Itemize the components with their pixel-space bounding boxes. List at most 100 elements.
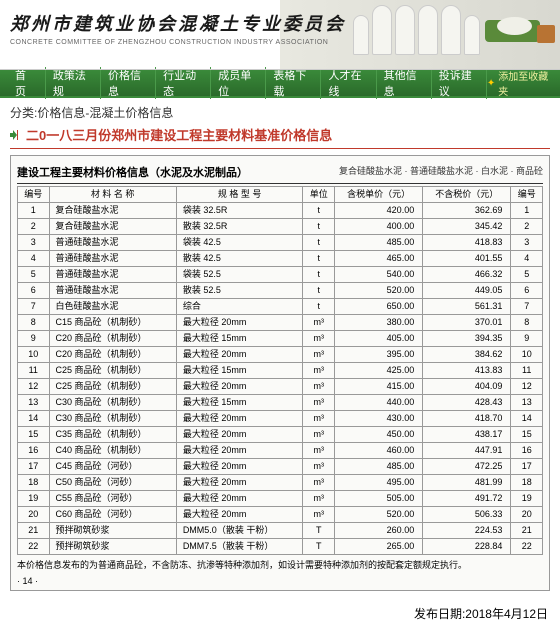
cell-name: C50 商品砼（河砂） xyxy=(49,475,176,491)
cell-id2: 1 xyxy=(511,203,543,219)
cell-name: 普通硅酸盐水泥 xyxy=(49,267,176,283)
cell-tax: 520.00 xyxy=(334,283,422,299)
cell-notax: 413.83 xyxy=(423,363,511,379)
cell-id2: 8 xyxy=(511,315,543,331)
nav-download[interactable]: 表格下载 xyxy=(266,67,321,99)
cell-tax: 405.00 xyxy=(334,331,422,347)
main-content: 分类:价格信息-混凝土价格信息 二0一八三月份郑州市建设工程主要材料基准价格信息… xyxy=(0,98,560,597)
cell-notax: 491.72 xyxy=(423,491,511,507)
cell-id: 11 xyxy=(18,363,50,379)
cell-unit: m³ xyxy=(303,347,335,363)
nav-policy[interactable]: 政策法规 xyxy=(46,67,101,99)
cell-id: 14 xyxy=(18,411,50,427)
nav-price[interactable]: 价格信息 xyxy=(101,67,156,99)
table-row: 4普通硅酸盐水泥散装 42.5t465.00401.554 xyxy=(18,251,543,267)
cell-unit: m³ xyxy=(303,379,335,395)
breadcrumb: 分类:价格信息-混凝土价格信息 xyxy=(10,104,550,121)
cell-id2: 3 xyxy=(511,235,543,251)
cell-id: 3 xyxy=(18,235,50,251)
cell-id2: 12 xyxy=(511,379,543,395)
cell-tax: 400.00 xyxy=(334,219,422,235)
cell-unit: m³ xyxy=(303,475,335,491)
doc-note: 本价格信息发布的为普通商品砼，不含防冻、抗渗等特种添加剂，如设计需要特种添加剂的… xyxy=(17,559,543,572)
main-nav: 首 页 政策法规 价格信息 行业动态 成员单位 表格下载 人才在线 其他信息 投… xyxy=(0,70,560,96)
col-id2: 编号 xyxy=(511,187,543,203)
cell-notax: 370.01 xyxy=(423,315,511,331)
table-row: 7白色硅酸盐水泥综合t650.00561.317 xyxy=(18,299,543,315)
cell-unit: m³ xyxy=(303,331,335,347)
cell-id: 22 xyxy=(18,539,50,555)
cell-tax: 440.00 xyxy=(334,395,422,411)
table-row: 21预拌砌筑砂浆DMM5.0（散装 干粉）T260.00224.5321 xyxy=(18,523,543,539)
nav-talent[interactable]: 人才在线 xyxy=(321,67,376,99)
nav-complaint[interactable]: 投诉建议 xyxy=(432,67,487,99)
cell-unit: t xyxy=(303,219,335,235)
cell-tax: 395.00 xyxy=(334,347,422,363)
doc-title: 建设工程主要材料价格信息（水泥及水泥制品） xyxy=(17,164,248,180)
table-row: 11C25 商品砼（机制砂）最大粒径 15mmm³425.00413.8311 xyxy=(18,363,543,379)
cell-id2: 18 xyxy=(511,475,543,491)
cell-unit: t xyxy=(303,299,335,315)
silo-graphic xyxy=(353,5,480,55)
table-row: 16C40 商品砼（机制砂）最大粒径 20mmm³460.00447.9116 xyxy=(18,443,543,459)
cell-id: 17 xyxy=(18,459,50,475)
cell-tax: 505.00 xyxy=(334,491,422,507)
cell-tax: 380.00 xyxy=(334,315,422,331)
cell-id2: 16 xyxy=(511,443,543,459)
table-row: 19C55 商品砼（河砂）最大粒径 20mmm³505.00491.7219 xyxy=(18,491,543,507)
cell-spec: 最大粒径 20mm xyxy=(176,491,303,507)
cell-spec: 袋装 32.5R xyxy=(176,203,303,219)
cell-spec: 最大粒径 20mm xyxy=(176,411,303,427)
site-header: 郑州市建筑业协会混凝土专业委员会 CONCRETE COMMITTEE OF Z… xyxy=(0,0,560,70)
cell-spec: 最大粒径 15mm xyxy=(176,363,303,379)
cell-unit: t xyxy=(303,251,335,267)
table-row: 22预拌砌筑砂浆DMM7.5（散装 干粉）T265.00228.8422 xyxy=(18,539,543,555)
cell-notax: 438.17 xyxy=(423,427,511,443)
cell-name: C30 商品砼（机制砂） xyxy=(49,395,176,411)
cell-id2: 10 xyxy=(511,347,543,363)
doc-subtitle: 复合硅酸盐水泥 · 普通硅酸盐水泥 · 白水泥 · 商品砼 xyxy=(339,164,543,180)
site-subtitle: CONCRETE COMMITTEE OF ZHENGZHOU CONSTRUC… xyxy=(10,39,346,46)
cell-name: 复合硅酸盐水泥 xyxy=(49,203,176,219)
cell-name: C30 商品砼（机制砂） xyxy=(49,411,176,427)
cell-tax: 485.00 xyxy=(334,235,422,251)
cell-spec: DMM5.0（散装 干粉） xyxy=(176,523,303,539)
col-spec: 规 格 型 号 xyxy=(176,187,303,203)
cell-spec: 袋装 42.5 xyxy=(176,235,303,251)
cell-notax: 418.83 xyxy=(423,235,511,251)
nav-industry[interactable]: 行业动态 xyxy=(156,67,211,99)
cell-name: C20 商品砼（机制砂） xyxy=(49,331,176,347)
cell-id2: 6 xyxy=(511,283,543,299)
cell-name: C40 商品砼（机制砂） xyxy=(49,443,176,459)
cell-name: C15 商品砼（机制砂） xyxy=(49,315,176,331)
cell-name: C25 商品砼（机制砂） xyxy=(49,363,176,379)
nav-other[interactable]: 其他信息 xyxy=(377,67,432,99)
cell-tax: 485.00 xyxy=(334,459,422,475)
cell-notax: 362.69 xyxy=(423,203,511,219)
cell-tax: 650.00 xyxy=(334,299,422,315)
cell-spec: 最大粒径 20mm xyxy=(176,475,303,491)
cell-unit: m³ xyxy=(303,315,335,331)
cell-notax: 449.05 xyxy=(423,283,511,299)
cell-notax: 472.25 xyxy=(423,459,511,475)
add-favorite-button[interactable]: ✦ 添加至收藏夹 xyxy=(487,68,552,98)
star-icon: ✦ xyxy=(487,78,495,89)
cell-notax: 224.53 xyxy=(423,523,511,539)
table-row: 20C60 商品砼（河砂）最大粒径 20mmm³520.00506.3320 xyxy=(18,507,543,523)
cell-tax: 520.00 xyxy=(334,507,422,523)
nav-home[interactable]: 首 页 xyxy=(8,67,46,99)
cell-notax: 394.35 xyxy=(423,331,511,347)
nav-members[interactable]: 成员单位 xyxy=(211,67,266,99)
col-id: 编号 xyxy=(18,187,50,203)
cell-name: C35 商品砼（机制砂） xyxy=(49,427,176,443)
cell-tax: 460.00 xyxy=(334,443,422,459)
cell-unit: m³ xyxy=(303,443,335,459)
cell-id: 4 xyxy=(18,251,50,267)
cell-unit: m³ xyxy=(303,395,335,411)
cell-id2: 22 xyxy=(511,539,543,555)
cell-notax: 428.43 xyxy=(423,395,511,411)
cell-id: 8 xyxy=(18,315,50,331)
cell-spec: 最大粒径 15mm xyxy=(176,395,303,411)
cell-id: 15 xyxy=(18,427,50,443)
cell-id2: 21 xyxy=(511,523,543,539)
